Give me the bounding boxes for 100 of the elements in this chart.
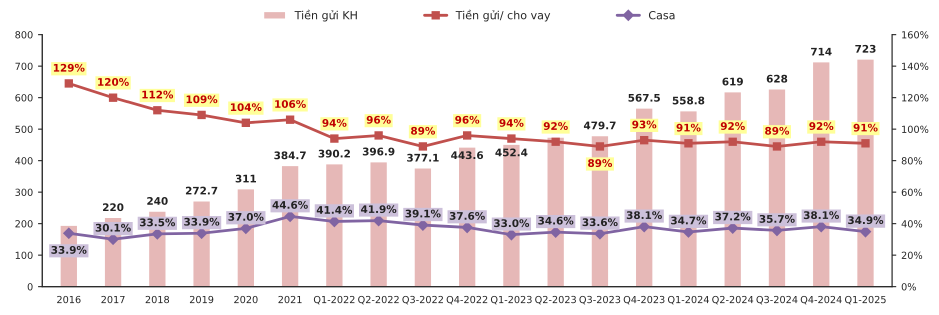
data-label: 567.5 bbox=[628, 94, 660, 102]
data-label: 377.1 bbox=[407, 154, 439, 162]
x-tick-label: 2019 bbox=[190, 296, 214, 304]
point bbox=[728, 138, 737, 146]
data-label: 112% bbox=[142, 90, 174, 99]
y-tick-label: 500 bbox=[15, 126, 33, 133]
point bbox=[107, 234, 119, 245]
x-tick-label: Q2-2023 bbox=[535, 296, 576, 304]
y2-tick-label: 120% bbox=[902, 94, 928, 102]
x-tick-label: Q3-2023 bbox=[579, 296, 620, 304]
point bbox=[64, 79, 73, 88]
point bbox=[63, 228, 74, 239]
data-label: 619 bbox=[722, 78, 743, 86]
point bbox=[860, 226, 872, 238]
data-label: 129% bbox=[54, 64, 85, 72]
data-label: 479.7 bbox=[584, 121, 616, 130]
point bbox=[816, 221, 827, 232]
x-tick-label: Q1-2022 bbox=[314, 296, 354, 304]
x-tick-label: Q4-2024 bbox=[800, 296, 842, 304]
point bbox=[240, 222, 252, 234]
data-label: 240 bbox=[147, 196, 168, 205]
data-label: 120% bbox=[98, 78, 129, 86]
y2-tick-label: 40% bbox=[902, 220, 922, 228]
point bbox=[108, 93, 118, 102]
data-label: 311 bbox=[236, 174, 256, 182]
y-tick-label: 800 bbox=[15, 31, 33, 38]
y-tick-label: 600 bbox=[15, 94, 33, 102]
data-label: 104% bbox=[230, 103, 262, 112]
data-label: 91% bbox=[854, 124, 878, 132]
data-label: 33.9% bbox=[184, 218, 220, 226]
data-label: 106% bbox=[275, 100, 306, 108]
y-tick-label: 300 bbox=[15, 188, 33, 196]
x-tick-label: Q4-2023 bbox=[624, 296, 664, 304]
data-label: 89% bbox=[411, 126, 436, 135]
data-label: 92% bbox=[720, 122, 745, 130]
data-label: 41.4% bbox=[316, 206, 352, 214]
data-label: 35.7% bbox=[760, 214, 795, 223]
data-label: 92% bbox=[544, 122, 568, 130]
y2-tick-label: 160% bbox=[902, 31, 928, 38]
x-tick-label: Q2-2022 bbox=[358, 296, 399, 304]
point bbox=[374, 131, 383, 140]
point bbox=[861, 139, 870, 148]
point bbox=[462, 131, 472, 140]
data-label: 37.0% bbox=[228, 212, 264, 221]
data-label: 89% bbox=[588, 159, 612, 168]
x-tick-label: 2017 bbox=[101, 296, 125, 304]
data-label: 33.5% bbox=[140, 218, 176, 226]
data-label: 96% bbox=[366, 116, 391, 124]
y2-tick-label: 20% bbox=[902, 252, 922, 259]
point bbox=[550, 226, 562, 238]
point bbox=[153, 106, 162, 114]
y-tick-label: 700 bbox=[15, 62, 33, 70]
point bbox=[552, 138, 560, 146]
point bbox=[684, 139, 693, 148]
y-tick-label: 0 bbox=[28, 283, 33, 290]
data-label: 93% bbox=[632, 120, 656, 128]
data-label: 34.9% bbox=[848, 216, 884, 224]
point bbox=[418, 142, 428, 151]
y-tick-label: 200 bbox=[15, 220, 33, 228]
data-label: 91% bbox=[676, 124, 701, 132]
x-tick-label: Q3-2022 bbox=[402, 296, 443, 304]
data-label: 34.6% bbox=[538, 216, 574, 225]
point bbox=[638, 221, 650, 232]
x-tick-label: 2021 bbox=[278, 296, 302, 304]
x-tick-label: Q1-2023 bbox=[490, 296, 532, 304]
data-label: 109% bbox=[186, 95, 218, 104]
point bbox=[462, 222, 473, 234]
data-label: 38.1% bbox=[804, 211, 839, 220]
y-tick-label: 400 bbox=[15, 157, 33, 164]
data-label: 33.9% bbox=[51, 246, 87, 254]
point bbox=[242, 118, 250, 128]
data-label: 443.6 bbox=[451, 151, 484, 160]
data-label: 34.7% bbox=[671, 216, 706, 224]
point bbox=[506, 229, 518, 240]
data-label: 452.4 bbox=[495, 148, 528, 156]
point bbox=[284, 210, 296, 222]
point bbox=[197, 110, 206, 120]
y-tick-label: 100 bbox=[16, 252, 33, 259]
legend-label: Tiền gửi KH bbox=[294, 10, 357, 22]
data-label: 94% bbox=[499, 118, 524, 127]
point bbox=[772, 142, 782, 151]
data-label: 38.1% bbox=[626, 211, 662, 220]
y2-tick-label: 0% bbox=[902, 283, 916, 290]
data-label: 714 bbox=[811, 48, 832, 56]
x-tick-label: Q1-2024 bbox=[668, 296, 709, 304]
point bbox=[330, 134, 339, 143]
point bbox=[196, 228, 208, 239]
data-label: 92% bbox=[809, 122, 834, 130]
data-label: 94% bbox=[322, 118, 347, 127]
data-label: 558.8 bbox=[672, 96, 704, 104]
data-label: 30.1% bbox=[96, 224, 131, 232]
data-label: 723 bbox=[855, 44, 876, 53]
x-tick-label: 2016 bbox=[57, 296, 81, 304]
point bbox=[594, 228, 606, 240]
y2-tick-label: 100% bbox=[902, 126, 928, 133]
point bbox=[373, 215, 384, 226]
x-tick-label: 2018 bbox=[146, 296, 170, 304]
x-tick-label: 2020 bbox=[234, 296, 258, 304]
point bbox=[152, 228, 163, 240]
y2-tick-label: 140% bbox=[902, 62, 928, 70]
